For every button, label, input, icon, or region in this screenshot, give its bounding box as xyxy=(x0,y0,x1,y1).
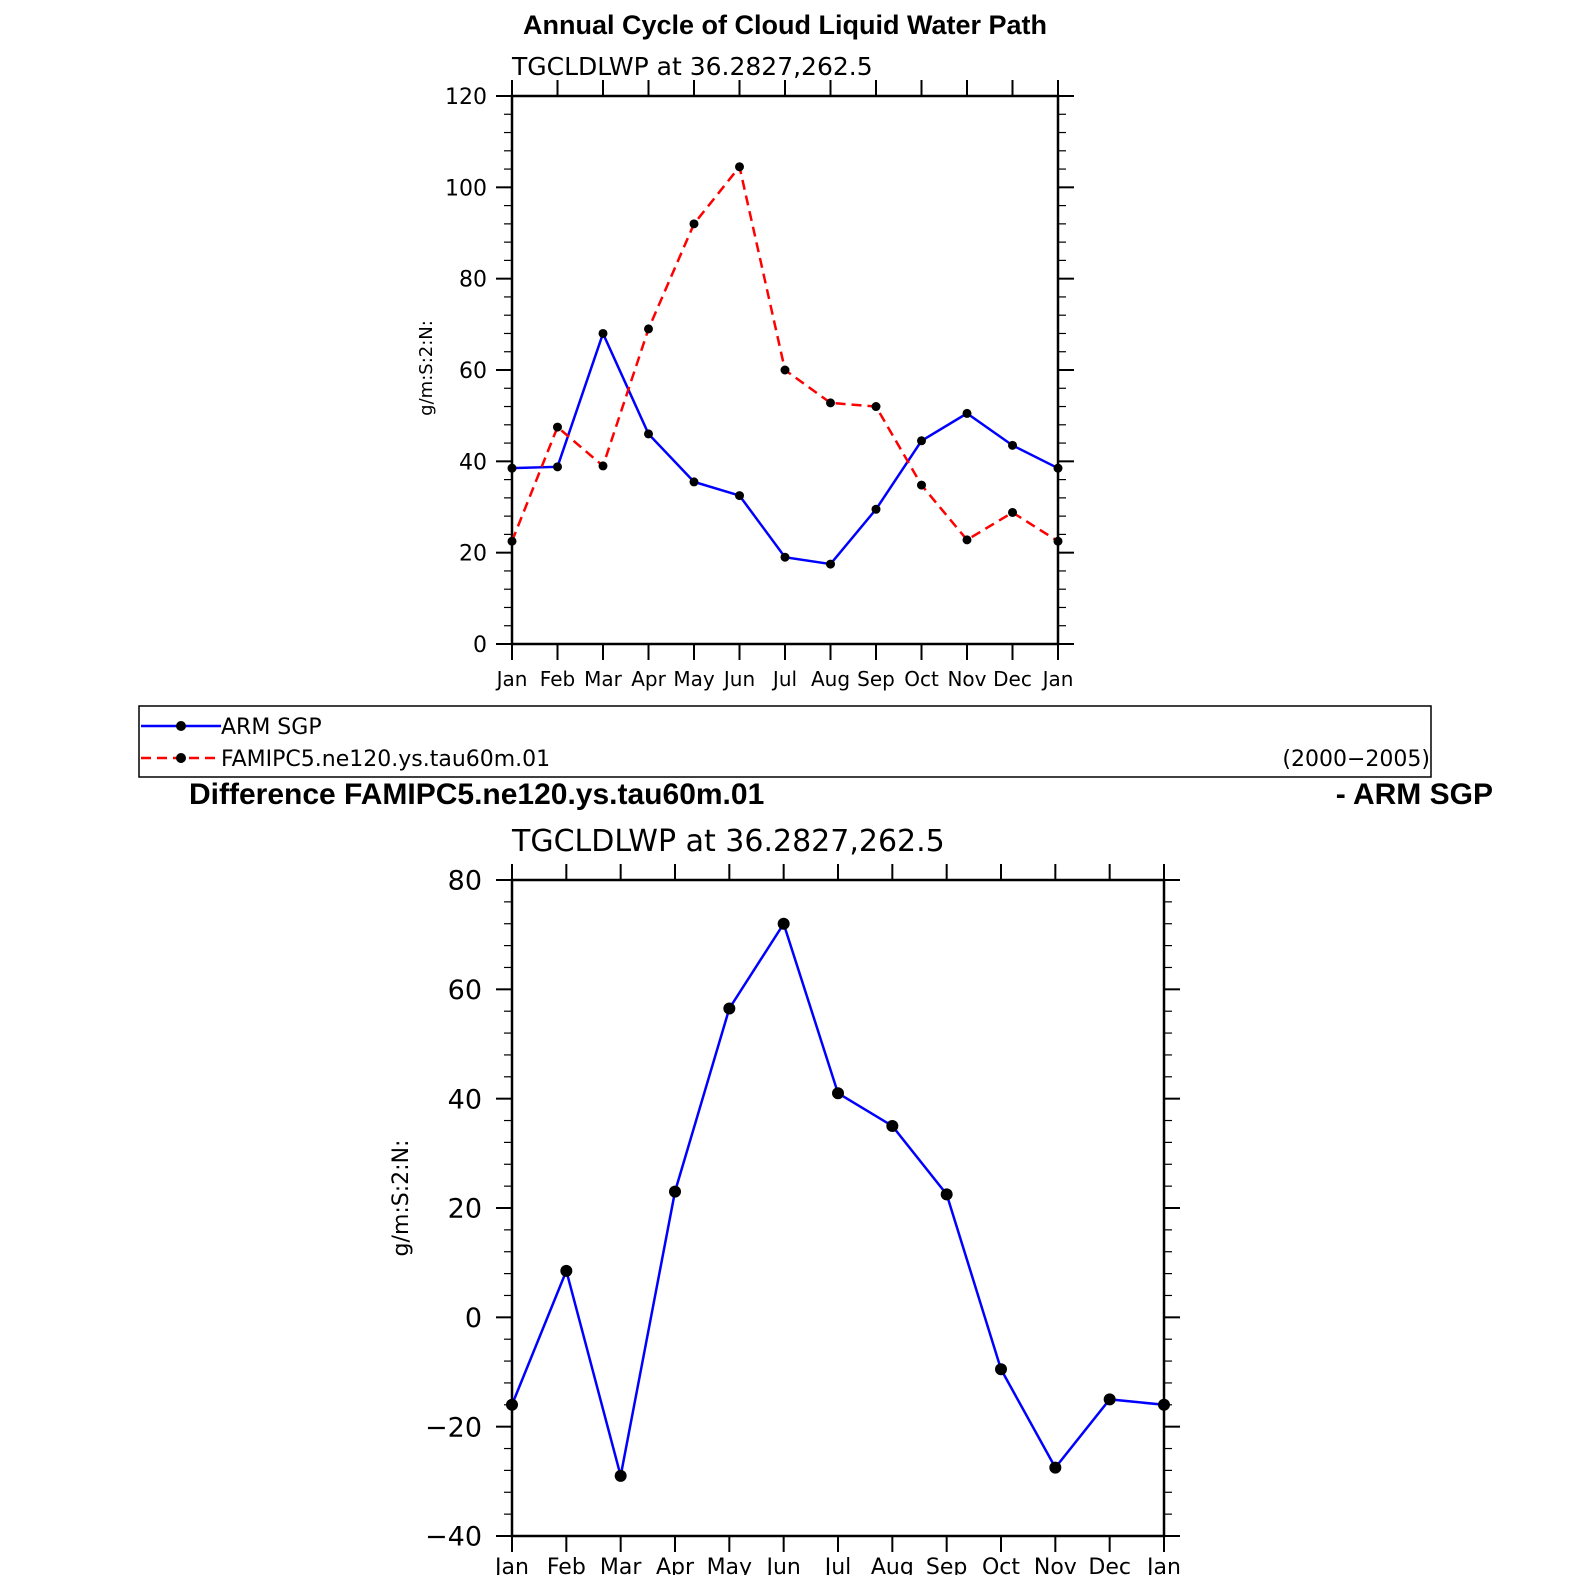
chart2-series-0-point xyxy=(1049,1461,1062,1474)
chart1-series-1-point xyxy=(1008,507,1017,517)
chart2-xtick-label: Dec xyxy=(1088,1555,1131,1575)
chart2-series-0-point xyxy=(723,1002,736,1015)
chart1-xtick-label: Feb xyxy=(540,667,575,691)
chart1-series-1-point xyxy=(553,422,562,432)
legend: ARM SGP FAMIPC5.ne120.ys.tau60m.01 (2000… xyxy=(138,705,1432,778)
chart1-series-0-point xyxy=(644,429,653,439)
chart1-plot: Jan Feb Mar Apr May Jun Jul Aug Sep Oct Nov Dec Jan 0… xyxy=(445,80,1074,691)
chart1-series-0-point xyxy=(780,552,790,562)
chart1-series-0-point xyxy=(871,504,881,514)
chart1-xtick-label: Dec xyxy=(993,667,1032,691)
chart2-series-0-point xyxy=(614,1469,627,1482)
chart2-title-right: - ARM SGP xyxy=(1336,778,1493,811)
chart1-xtick-label: Sep xyxy=(857,667,895,691)
chart1-xtick-label: Oct xyxy=(904,667,939,691)
chart1-series-0-point xyxy=(689,477,699,487)
chart1-ytick-label: 0 xyxy=(473,633,487,658)
chart1-xtick-label: Jun xyxy=(722,667,755,691)
chart2-xtick-label: Sep xyxy=(926,1555,967,1575)
chart2-ytick-label: 60 xyxy=(448,975,482,1006)
chart2-plot: Jan Feb Mar Apr May Jun Jul Aug Sep Oct Nov Dec Jan−… xyxy=(425,864,1181,1575)
chart2-subtitle: TGCLDLWP at 36.2827,262.5 xyxy=(511,824,945,859)
chart2-xtick-label: Jan xyxy=(493,1555,529,1575)
chart1-series-1-point xyxy=(644,324,653,334)
chart2-xtick-label: Jun xyxy=(764,1555,800,1575)
chart1-series-1-point xyxy=(1053,536,1063,546)
chart1-ytick-label: 60 xyxy=(459,359,487,384)
chart1-series-0-point xyxy=(598,328,608,338)
legend-marker-arm xyxy=(176,721,186,731)
chart1-series-1-point xyxy=(507,536,517,546)
chart2-ytick-label: −20 xyxy=(425,1412,482,1443)
chart2-ytick-label: 40 xyxy=(448,1084,482,1115)
chart1-xtick-label: Apr xyxy=(631,667,666,691)
chart2-series-0-point xyxy=(669,1185,681,1198)
chart1-series-1-point xyxy=(689,219,699,229)
chart2-xtick-label: Nov xyxy=(1034,1555,1077,1575)
chart2-series-0-point xyxy=(995,1363,1007,1376)
chart1-series-1-point xyxy=(598,461,608,471)
chart2-series-0-point xyxy=(832,1087,844,1100)
chart1-series-0-point xyxy=(735,491,744,501)
chart2-xtick-label: Aug xyxy=(871,1555,914,1575)
chart2-series-0-point xyxy=(506,1398,518,1411)
legend-label-arm: ARM SGP xyxy=(221,715,322,740)
chart1-xtick-label: Nov xyxy=(947,667,986,691)
chart1-ytick-label: 80 xyxy=(459,268,487,293)
chart1-series-0-point xyxy=(917,436,926,446)
chart1-series-0-point xyxy=(1053,463,1063,473)
chart1-series-1-point xyxy=(735,162,744,172)
chart1-series-0-point xyxy=(962,408,972,418)
chart2-ytick-label: 0 xyxy=(465,1303,482,1334)
chart1-xtick-label: Jul xyxy=(771,667,797,691)
chart1-series-0-point xyxy=(507,463,517,473)
chart1-series-1-point xyxy=(780,365,790,375)
chart2-series-0-point xyxy=(940,1188,953,1201)
chart2-series-0-point xyxy=(886,1120,899,1132)
chart2-series-line-0 xyxy=(510,920,1165,1477)
chart1-series-0-point xyxy=(553,462,562,472)
legend-box xyxy=(138,705,1432,778)
chart2-xtick-label: Apr xyxy=(656,1555,695,1575)
chart1-ylabel: g/m:S:2:N: xyxy=(416,320,437,416)
chart1-series-1-point xyxy=(962,535,972,545)
chart1-xtick-label: Jan xyxy=(495,667,528,691)
chart1-series-1-point xyxy=(917,480,926,490)
chart2-series-0-point xyxy=(1103,1393,1116,1406)
chart1-ytick-label: 20 xyxy=(459,542,487,567)
chart1-subtitle: TGCLDLWP at 36.2827,262.5 xyxy=(511,52,873,81)
chart2-series-0-point xyxy=(1158,1398,1170,1411)
chart2-xtick-label: Mar xyxy=(600,1555,642,1575)
chart2-title-left: Difference FAMIPC5.ne120.ys.tau60m.01 xyxy=(189,778,764,811)
chart1-xtick-label: Aug xyxy=(811,667,850,691)
chart1-xtick-label: Jan xyxy=(1041,667,1074,691)
chart1-ytick-label: 40 xyxy=(459,450,487,475)
chart2-xtick-label: May xyxy=(707,1555,752,1575)
chart2-xtick-label: Jul xyxy=(823,1555,852,1575)
chart2-ylabel: g/m:S:2:N: xyxy=(389,1140,414,1257)
chart1-title: Annual Cycle of Cloud Liquid Water Path xyxy=(523,10,1047,40)
chart2-series-0-point xyxy=(777,917,790,930)
legend-marker-model xyxy=(176,753,186,763)
chart1-series-0-point xyxy=(826,559,835,569)
chart1-ytick-label: 100 xyxy=(445,176,487,201)
chart2-ytick-label: −40 xyxy=(425,1522,482,1553)
chart1-series-1-point xyxy=(871,402,881,412)
chart2-ytick-label: 20 xyxy=(448,1194,482,1225)
chart1-xtick-label: May xyxy=(673,667,715,691)
chart1-series-0-point xyxy=(1008,440,1017,450)
chart1-series-line-1 xyxy=(510,163,1059,543)
chart2-xtick-label: Feb xyxy=(547,1555,586,1575)
chart2-series-0-point xyxy=(560,1264,573,1277)
chart1-xtick-label: Mar xyxy=(584,667,623,691)
chart2-xtick-label: Oct xyxy=(982,1555,1020,1575)
chart2-xtick-label: Jan xyxy=(1145,1555,1181,1575)
legend-period: (2000−2005) xyxy=(1282,747,1430,772)
chart1-series-1-point xyxy=(826,398,835,408)
legend-label-model: FAMIPC5.ne120.ys.tau60m.01 xyxy=(221,747,550,772)
chart2-ytick-label: 80 xyxy=(448,866,482,897)
chart1-ytick-label: 120 xyxy=(445,85,487,110)
